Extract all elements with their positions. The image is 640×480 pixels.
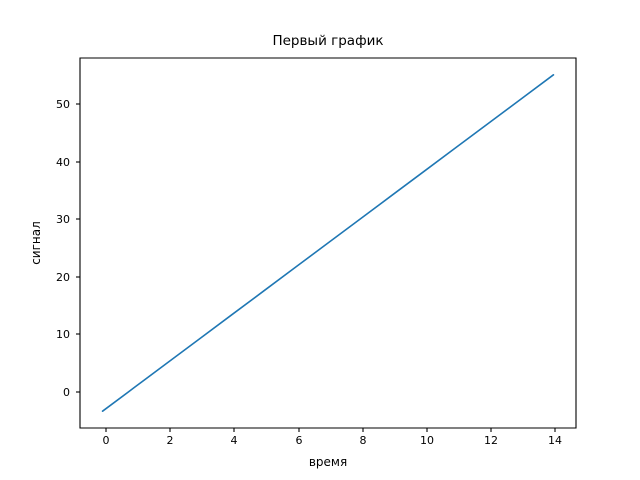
x-tick-label: 6 (296, 434, 303, 447)
y-tick-label: 30 (56, 213, 70, 226)
y-tick-label: 20 (56, 271, 70, 284)
x-tick-label: 0 (103, 434, 110, 447)
axes-spines (79, 57, 577, 429)
y-tick-marks (76, 103, 80, 393)
chart-title: Первый график (272, 33, 383, 49)
x-tick-label: 4 (231, 434, 238, 447)
y-tick-label: 50 (56, 98, 70, 111)
x-tick-label: 14 (548, 434, 562, 447)
x-tick-label: 2 (167, 434, 174, 447)
x-tick-label: 10 (420, 434, 434, 447)
data-series-line (101, 74, 555, 412)
y-axis-label: сигнал (29, 221, 43, 265)
y-tick-label: 10 (56, 328, 70, 341)
y-tick-labels: 0 10 20 30 40 50 (56, 98, 70, 399)
x-tick-labels: 0 2 4 6 8 10 12 14 (103, 434, 563, 447)
x-axis-label: время (309, 455, 347, 469)
x-tick-label: 8 (360, 434, 367, 447)
x-tick-marks (105, 428, 556, 432)
x-tick-label: 12 (484, 434, 498, 447)
y-tick-label: 0 (63, 386, 70, 399)
y-tick-label: 40 (56, 156, 70, 169)
